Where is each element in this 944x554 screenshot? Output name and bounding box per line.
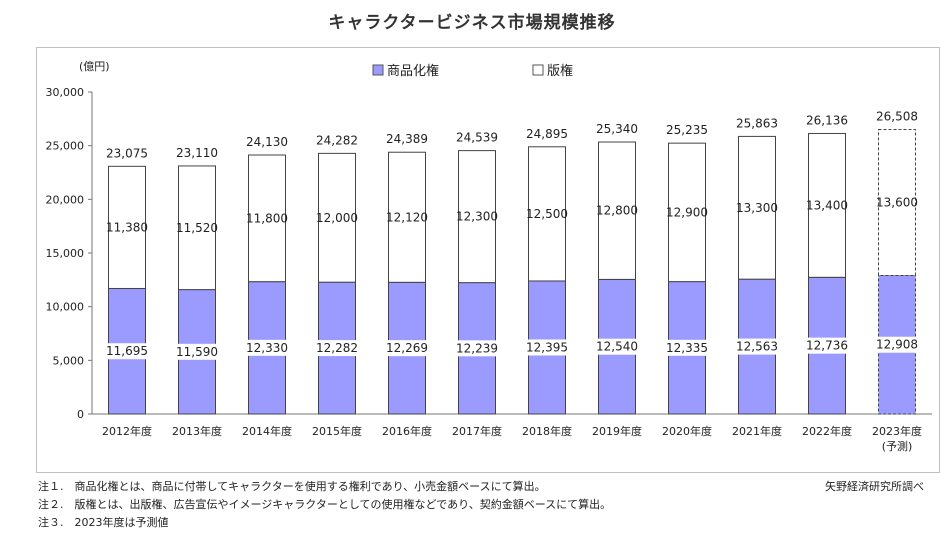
x-tick-label: 2023年度 [872, 424, 922, 438]
x-tick-label: 2021年度 [732, 424, 782, 438]
x-tick-label: 2015年度 [312, 424, 362, 438]
x-tick-label: 2017年度 [452, 424, 502, 438]
data-label-copyright: 11,800 [246, 211, 288, 225]
data-label-copyright: 11,520 [176, 221, 218, 235]
legend-label-copyright: 版権 [547, 63, 573, 79]
chart-title: キャラクタービジネス市場規模推移 [328, 13, 616, 33]
bar-copyright [388, 151, 426, 283]
data-label-merchandising: 12,330 [246, 341, 288, 355]
data-label-total: 23,075 [106, 146, 148, 160]
bar-copyright [738, 135, 776, 280]
data-label-bg [593, 338, 641, 355]
x-tick-label: 2020年度 [662, 424, 712, 438]
data-label-bg [873, 336, 921, 353]
data-label-bg [313, 340, 361, 357]
data-label-merchandising: 12,335 [666, 341, 708, 355]
data-label-bg [733, 338, 781, 355]
y-tick-label: 10,000 [46, 301, 85, 314]
x-tick-label: 2016年度 [382, 424, 432, 438]
legend-swatch-copyright [532, 64, 544, 76]
y-tick-label: 5,000 [53, 354, 85, 367]
data-label-copyright: 12,000 [316, 211, 358, 225]
data-label-bg [103, 343, 151, 360]
y-tick-label: 0 [77, 408, 84, 421]
data-label-copyright: 12,120 [386, 210, 428, 224]
data-label-merchandising: 12,736 [806, 339, 848, 353]
note-3: 注３. 2023年度は予測値 [38, 516, 169, 529]
data-label-merchandising: 11,590 [176, 345, 218, 359]
data-label-total: 25,340 [596, 122, 638, 136]
data-label-copyright: 13,600 [876, 195, 918, 209]
x-tick-label: 2018年度 [522, 424, 572, 438]
source-credit: 矢野経済研究所調べ [825, 480, 924, 493]
x-tick-label: 2022年度 [802, 424, 852, 438]
data-label-merchandising: 12,908 [876, 338, 918, 352]
data-label-bg [453, 340, 501, 357]
y-tick-label: 25,000 [46, 140, 85, 153]
data-label-total: 24,895 [526, 127, 568, 141]
data-label-total: 25,863 [736, 116, 778, 130]
bar-copyright [668, 142, 706, 283]
data-label-bg [803, 337, 851, 354]
bar-copyright [248, 154, 286, 283]
data-label-merchandising: 11,695 [106, 344, 148, 358]
bar-copyright [808, 132, 846, 278]
y-unit-label: (億円) [79, 60, 110, 73]
data-label-merchandising: 12,395 [526, 340, 568, 354]
data-label-copyright: 13,400 [806, 198, 848, 212]
data-label-bg [663, 339, 711, 356]
bar-copyright [108, 165, 146, 289]
bar-copyright [458, 150, 496, 284]
note-1: 注１. 商品化権とは、商品に付帯してキャラクターを使用する権利であり、小売金額ベ… [38, 480, 546, 493]
bar-copyright [178, 165, 216, 291]
y-tick-label: 30,000 [46, 86, 85, 99]
data-label-bg [243, 339, 291, 356]
data-label-merchandising: 12,282 [316, 341, 358, 355]
data-label-total: 24,389 [386, 132, 428, 146]
data-label-copyright: 12,300 [456, 210, 498, 224]
y-tick-label: 20,000 [46, 193, 85, 206]
x-tick-label: 2013年度 [172, 424, 222, 438]
bar-copyright [598, 141, 636, 280]
data-label-copyright: 12,900 [666, 205, 708, 219]
bar-copyright [318, 152, 356, 283]
data-label-copyright: 13,300 [736, 201, 778, 215]
x-tick-label: 2014年度 [242, 424, 292, 438]
data-label-bg [523, 339, 571, 356]
data-label-total: 24,130 [246, 135, 288, 149]
legend-label-merchandising: 商品化権 [387, 63, 439, 79]
data-label-copyright: 12,500 [526, 207, 568, 221]
data-label-bg [383, 340, 431, 357]
data-label-merchandising: 12,269 [386, 341, 428, 355]
legend-swatch-merchandising [372, 64, 384, 76]
data-label-copyright: 12,800 [596, 204, 638, 218]
data-label-total: 26,136 [806, 113, 848, 127]
x-tick-sublabel: (予測) [882, 439, 913, 453]
data-label-total: 24,282 [316, 133, 358, 147]
chart-frame: (億円) 0 5,000 10,000 15,000 20,000 25,000 30,000… [36, 47, 940, 473]
bar-copyright [878, 128, 916, 276]
data-label-merchandising: 12,239 [456, 341, 498, 355]
data-label-merchandising: 12,540 [596, 340, 638, 354]
stacked-bar-chart: (億円) 0 5,000 10,000 15,000 20,000 25,000 30,000… [46, 60, 932, 453]
bar-copyright [528, 146, 566, 282]
x-tick-label: 2012年度 [102, 424, 152, 438]
data-label-bg [173, 343, 221, 360]
data-label-total: 25,235 [666, 123, 708, 137]
x-tick-label: 2019年度 [592, 424, 642, 438]
data-label-total: 23,110 [176, 146, 218, 160]
note-2: 注２. 版権とは、出版権、広告宣伝やイメージキャラクターとしての使用権などであり… [38, 498, 612, 511]
y-tick-label: 15,000 [46, 247, 85, 260]
data-label-total: 26,508 [876, 109, 918, 123]
data-label-copyright: 11,380 [106, 220, 148, 234]
data-label-total: 24,539 [456, 131, 498, 145]
data-label-merchandising: 12,563 [736, 340, 778, 354]
